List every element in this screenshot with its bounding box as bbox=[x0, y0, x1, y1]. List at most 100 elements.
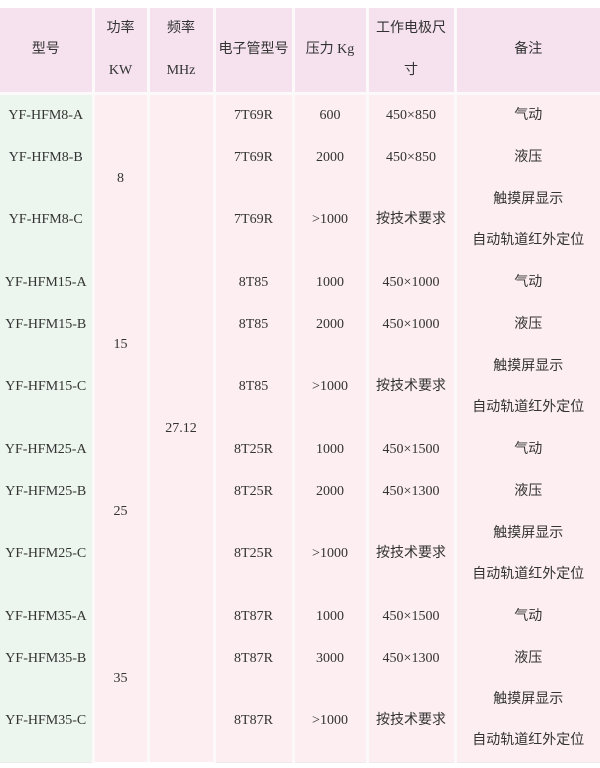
table-row: YF-HFM35-A 35 8T87R 1000 450×1500 气动 bbox=[0, 595, 600, 762]
cell-pressure: >1000 bbox=[291, 178, 367, 261]
remark-line: 触摸屏显示 bbox=[493, 191, 564, 207]
table-row: YF-HFM25-B 8T25R 2000 450×1300 液压 bbox=[0, 470, 600, 512]
cell-remark: 触摸屏显示 自动轨道红外定位 bbox=[453, 345, 600, 428]
table-row: YF-HFM35-C 8T87R >1000 按技术要求 触摸屏显示 自动轨道红… bbox=[0, 679, 600, 763]
cell-model: YF-HFM25-C bbox=[0, 512, 93, 595]
cell-model: YF-HFM35-B bbox=[0, 637, 93, 679]
remark-line: 自动轨道红外定位 bbox=[472, 566, 585, 582]
header-power-unit: KW bbox=[108, 63, 133, 78]
header-frequency: 频率 MHz bbox=[146, 8, 214, 95]
header-power-label: 功率 bbox=[106, 21, 135, 36]
cell-pressure: 600 bbox=[291, 93, 367, 136]
header-pressure-label: 压力 Kg bbox=[305, 42, 355, 57]
remark-line: 触摸屏显示 bbox=[493, 358, 564, 374]
cell-remark: 液压 bbox=[453, 303, 600, 345]
cell-remark: 液压 bbox=[453, 136, 600, 178]
header-tube: 电子管型号 bbox=[212, 8, 293, 95]
cell-remark: 气动 bbox=[453, 595, 600, 637]
cell-remark: 液压 bbox=[453, 637, 600, 679]
table-row: YF-HFM8-B 7T69R 2000 450×850 液压 bbox=[0, 136, 600, 178]
cell-tube: 7T69R bbox=[212, 178, 293, 261]
cell-pressure: 1000 bbox=[291, 428, 367, 470]
cell-model: YF-HFM8-B bbox=[0, 136, 93, 178]
cell-model: YF-HFM35-A bbox=[0, 595, 93, 637]
cell-pressure: 2000 bbox=[291, 303, 367, 345]
cell-electrode: 450×1300 bbox=[365, 637, 455, 679]
cell-pressure: 1000 bbox=[291, 595, 367, 637]
remark-line: 自动轨道红外定位 bbox=[472, 399, 585, 415]
table-row: YF-HFM15-A 15 8T85 1000 450×1000 气动 bbox=[0, 261, 600, 428]
cell-electrode: 450×1300 bbox=[365, 470, 455, 512]
cell-pressure: 2000 bbox=[291, 136, 367, 178]
cell-electrode: 按技术要求 bbox=[365, 345, 455, 428]
header-row: 型号 功率 KW 频率 MHz 电子管型号 压力 Kg 工作电极尺 bbox=[0, 8, 600, 95]
cell-electrode: 450×1500 bbox=[365, 595, 455, 637]
cell-tube: 8T25R bbox=[212, 470, 293, 512]
cell-electrode: 450×850 bbox=[365, 93, 455, 136]
cell-pressure: >1000 bbox=[291, 345, 367, 428]
table-row: YF-HFM8-A 8 27.12 7T69R 600 450×850 气动 bbox=[0, 93, 600, 762]
cell-tube: 8T85 bbox=[212, 303, 293, 345]
header-model-label: 型号 bbox=[31, 42, 60, 57]
cell-remark: 触摸屏显示 自动轨道红外定位 bbox=[453, 512, 600, 595]
cell-model: YF-HFM25-A bbox=[0, 428, 93, 470]
table-row: YF-HFM25-A 25 8T25R 1000 450×1500 气动 bbox=[0, 428, 600, 595]
header-electrode-label-line2: 寸 bbox=[404, 63, 418, 78]
cell-tube: 7T69R bbox=[212, 93, 293, 136]
remark-line: 触摸屏显示 bbox=[493, 692, 564, 708]
header-electrode: 工作电极尺 寸 bbox=[365, 8, 455, 95]
cell-electrode: 按技术要求 bbox=[365, 679, 455, 763]
cell-pressure: >1000 bbox=[291, 679, 367, 763]
cell-electrode: 按技术要求 bbox=[365, 512, 455, 595]
cell-pressure: 1000 bbox=[291, 261, 367, 303]
header-tube-label: 电子管型号 bbox=[218, 42, 289, 57]
cell-electrode: 450×1500 bbox=[365, 428, 455, 470]
cell-tube: 8T25R bbox=[212, 428, 293, 470]
table-row: YF-HFM35-B 8T87R 3000 450×1300 液压 bbox=[0, 637, 600, 679]
cell-remark: 触摸屏显示 自动轨道红外定位 bbox=[453, 679, 600, 763]
cell-pressure: 2000 bbox=[291, 470, 367, 512]
cell-model: YF-HFM8-C bbox=[0, 178, 93, 261]
cell-tube: 8T87R bbox=[212, 595, 293, 637]
cell-electrode: 450×850 bbox=[365, 136, 455, 178]
cell-tube: 8T87R bbox=[212, 679, 293, 763]
cell-model: YF-HFM35-C bbox=[0, 679, 93, 763]
spec-table: 型号 功率 KW 频率 MHz 电子管型号 压力 Kg 工作电极尺 bbox=[0, 8, 600, 763]
table-row: YF-HFM15-C 8T85 >1000 按技术要求 触摸屏显示 自动轨道红外… bbox=[0, 345, 600, 428]
header-pressure: 压力 Kg bbox=[291, 8, 367, 95]
header-frequency-unit: MHz bbox=[166, 63, 196, 78]
cell-power: 8 bbox=[91, 93, 148, 261]
cell-tube: 8T25R bbox=[212, 512, 293, 595]
header-remark-label: 备注 bbox=[514, 42, 543, 57]
cell-electrode: 450×1000 bbox=[365, 261, 455, 303]
header-frequency-label: 频率 bbox=[167, 21, 195, 36]
header-electrode-label-line1: 工作电极尺 bbox=[376, 21, 446, 36]
cell-remark: 液压 bbox=[453, 470, 600, 512]
header-power: 功率 KW bbox=[91, 8, 148, 95]
cell-pressure: >1000 bbox=[291, 512, 367, 595]
cell-frequency: 27.12 bbox=[146, 93, 214, 762]
cell-electrode: 按技术要求 bbox=[365, 178, 455, 261]
cell-electrode: 450×1000 bbox=[365, 303, 455, 345]
cell-model: YF-HFM8-A bbox=[0, 93, 93, 136]
cell-model: YF-HFM15-C bbox=[0, 345, 93, 428]
remark-line: 触摸屏显示 bbox=[493, 525, 564, 541]
table-row: YF-HFM8-C 7T69R >1000 按技术要求 触摸屏显示 自动轨道红外… bbox=[0, 178, 600, 261]
cell-remark: 触摸屏显示 自动轨道红外定位 bbox=[453, 178, 600, 261]
cell-remark: 气动 bbox=[453, 93, 600, 136]
cell-tube: 8T85 bbox=[212, 261, 293, 303]
cell-tube: 8T87R bbox=[212, 637, 293, 679]
cell-remark: 气动 bbox=[453, 261, 600, 303]
remark-line: 自动轨道红外定位 bbox=[472, 232, 585, 248]
remark-line: 自动轨道红外定位 bbox=[472, 733, 585, 749]
cell-power: 15 bbox=[91, 261, 148, 428]
cell-tube: 8T85 bbox=[212, 345, 293, 428]
cell-model: YF-HFM25-B bbox=[0, 470, 93, 512]
cell-remark: 气动 bbox=[453, 428, 600, 470]
header-model: 型号 bbox=[0, 8, 93, 95]
header-remark: 备注 bbox=[453, 8, 600, 95]
cell-model: YF-HFM15-A bbox=[0, 261, 93, 303]
cell-tube: 7T69R bbox=[212, 136, 293, 178]
cell-pressure: 3000 bbox=[291, 637, 367, 679]
